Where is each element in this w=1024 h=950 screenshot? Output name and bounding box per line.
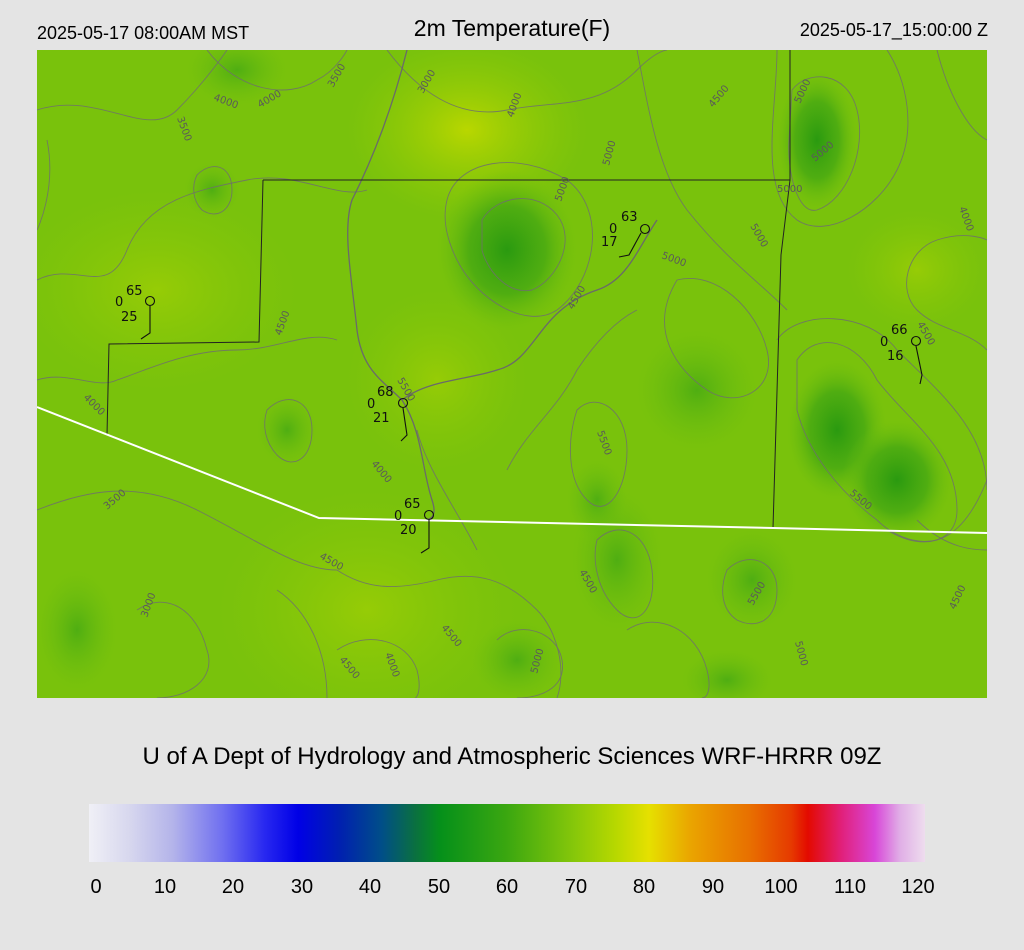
colorbar-tick-label: 30: [290, 876, 314, 898]
colorbar-tick-label: 110: [834, 876, 866, 898]
colorbar-tick-label: 20: [221, 876, 245, 898]
colorbar-tick-label: 100: [764, 876, 798, 898]
station-plot: 63 0 17: [601, 210, 651, 258]
station-left-value: 0: [880, 335, 888, 350]
colorbar-tick-label: 70: [564, 876, 588, 898]
station-temp: 68: [377, 385, 394, 400]
station-plot: 66 0 16: [880, 323, 923, 385]
colorbar-tick-label: 40: [358, 876, 382, 898]
station-bottom-value: 17: [601, 235, 618, 250]
county-borders: [106, 50, 791, 529]
station-bottom-value: 20: [400, 523, 417, 538]
colorbar-tick-label: 10: [153, 876, 177, 898]
station-bottom-value: 25: [121, 310, 138, 325]
colorbar-gradient: [89, 804, 925, 862]
map-title: 2m Temperature(F): [413, 15, 611, 41]
station-temp: 63: [621, 210, 638, 225]
river-lines: [347, 50, 658, 521]
state-border: [37, 406, 987, 534]
utc-time: 2025-05-17_15:00:00 Z: [799, 20, 988, 40]
station-left-value: 0: [367, 397, 375, 412]
station-left-value: 0: [115, 295, 123, 310]
credit-line: U of A Dept of Hydrology and Atmospheric…: [142, 743, 882, 770]
station-bottom-value: 16: [887, 349, 904, 364]
station-plots: 65 0 25 63 0 17 68 0 21 65 0 20: [115, 210, 923, 554]
station-plot: 68 0 21: [367, 385, 409, 442]
colorbar: [89, 804, 925, 862]
colorbar-tick-label: 90: [701, 876, 725, 898]
local-time: 2025-05-17 08:00AM MST: [37, 23, 250, 43]
station-left-value: 0: [609, 222, 617, 237]
station-temp: 65: [126, 284, 143, 299]
colorbar-tick-label: 120: [901, 876, 935, 898]
station-temp: 65: [404, 497, 421, 512]
station-bottom-value: 21: [373, 411, 390, 426]
colorbar-tick-label: 0: [90, 876, 102, 898]
colorbar-tick-label: 50: [427, 876, 451, 898]
colorbar-tick-label: 80: [632, 876, 656, 898]
temperature-map: 3500 4000 4000 3500 3000 4000 5000 4500 5000 5000…: [37, 50, 987, 698]
station-plot: 65 0 20: [394, 497, 435, 554]
colorbar-ticks: 0 10 20 30 40 50 60 70 80 90 100 110 120: [0, 876, 1024, 902]
station-temp: 66: [891, 323, 908, 338]
station-left-value: 0: [394, 509, 402, 524]
station-plot: 65 0 25: [115, 284, 156, 340]
temperature-shading: [37, 50, 987, 698]
colorbar-tick-label: 60: [495, 876, 519, 898]
elevation-contours: [37, 50, 987, 698]
contour-label: 5000: [777, 184, 802, 195]
